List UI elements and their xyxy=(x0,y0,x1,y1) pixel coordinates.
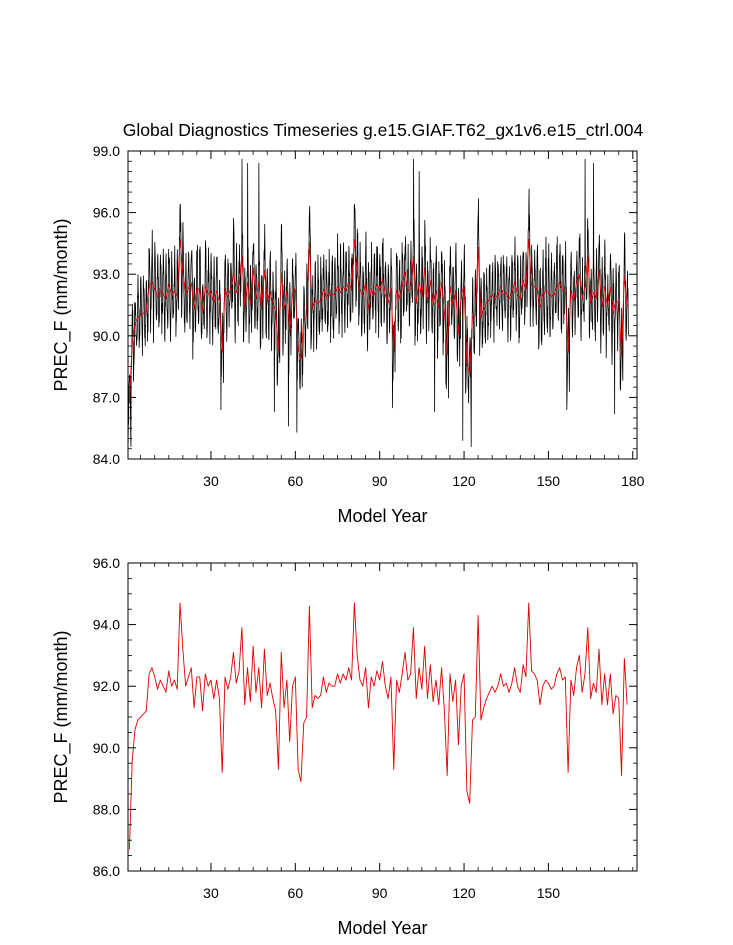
y-tick-label: 96.0 xyxy=(93,555,120,571)
page-title: Global Diagnostics Timeseries g.e15.GIAF… xyxy=(123,120,644,141)
y-tick-label: 90.0 xyxy=(93,740,120,756)
y-axis-title: PREC_F (mm/month) xyxy=(51,218,72,391)
y-axis-title: PREC_F (mm/month) xyxy=(51,630,72,803)
plot-frame xyxy=(127,562,638,872)
series-line-annual-0 xyxy=(128,602,628,850)
x-tick-label: 90 xyxy=(372,473,388,489)
y-tick-label: 88.0 xyxy=(93,801,120,817)
series-line-monthly-0 xyxy=(127,158,629,448)
x-tick-label: 150 xyxy=(537,885,561,901)
x-tick-label: 30 xyxy=(203,473,219,489)
x-tick-label: 30 xyxy=(203,885,219,901)
y-tick-label: 90.0 xyxy=(93,328,120,344)
x-tick-label: 60 xyxy=(288,885,304,901)
x-tick-label: 180 xyxy=(621,473,645,489)
y-tick-label: 84.0 xyxy=(93,451,120,467)
x-tick-label: 120 xyxy=(452,885,476,901)
y-tick-label: 87.0 xyxy=(93,389,120,405)
y-tick-label: 93.0 xyxy=(93,266,120,282)
y-tick-label: 96.0 xyxy=(93,205,120,221)
panel-monthly: 30 60 90 120 150 180 84.0 87.0 90.0 93.0 96.0 99.0 M… xyxy=(51,143,645,526)
x-axis-title: Model Year xyxy=(337,918,427,938)
y-tick-label: 99.0 xyxy=(93,143,120,159)
x-tick-label: 90 xyxy=(372,885,388,901)
y-tick-label: 86.0 xyxy=(93,863,120,879)
x-tick-label: 60 xyxy=(288,473,304,489)
y-tick-label: 94.0 xyxy=(93,617,120,633)
series-line-monthly-1 xyxy=(128,238,628,404)
y-tick-label: 92.0 xyxy=(93,678,120,694)
x-tick-label: 120 xyxy=(452,473,476,489)
panel-annual: 30 60 90 120 150 86.0 88.0 90.0 92.0 94.0 96.0 Mode… xyxy=(51,555,638,938)
x-axis-title: Model Year xyxy=(337,506,427,526)
x-tick-label: 150 xyxy=(537,473,561,489)
